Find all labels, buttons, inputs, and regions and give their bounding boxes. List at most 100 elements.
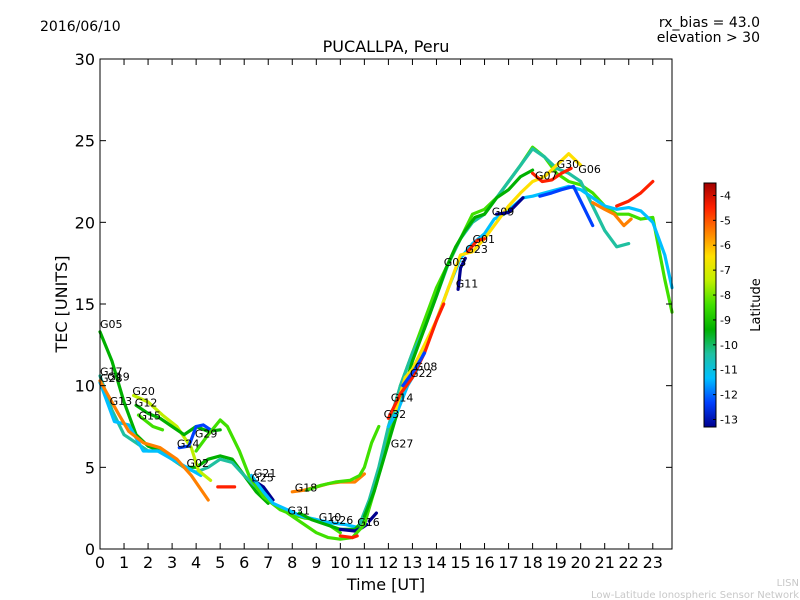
satellite-label: G30: [557, 158, 580, 171]
series-line-27: [538, 184, 595, 228]
series-line-24: [466, 237, 487, 254]
colorbar-tick-label: -9: [720, 314, 731, 327]
series-line-23: [401, 351, 427, 388]
footer-network: Low-Latitude Ionospheric Sensor Network: [591, 590, 799, 600]
colorbar-tick-label: -5: [720, 214, 731, 227]
x-tick-label: 11: [354, 553, 374, 572]
satellite-label: G28: [100, 372, 123, 385]
x-tick-label: 10: [330, 553, 350, 572]
series-layer: [98, 145, 674, 541]
satellite-label: G03: [444, 256, 467, 269]
satellite-label: G05: [100, 318, 123, 331]
series-line-4: [132, 393, 213, 482]
series-line-7: [177, 423, 213, 450]
x-tick-label: 21: [595, 553, 615, 572]
x-tick-label: 4: [191, 553, 201, 572]
x-tick-label: 7: [263, 553, 273, 572]
colorbar: [703, 182, 717, 428]
series-line-26: [530, 166, 573, 184]
satellite-label: G19: [107, 370, 130, 383]
series-line-5: [134, 403, 222, 437]
x-tick-label: 16: [474, 553, 494, 572]
series-line-28: [591, 201, 633, 228]
plot-frame: [99, 58, 673, 550]
colorbar-tick-label: -12: [720, 389, 738, 402]
satellite-label: G17: [100, 366, 123, 379]
axes: 0 1 2 3 4 5 6 7 8 9 10 11 12 13 14 15 16 17 18 19 20 21 22 2305…: [75, 50, 672, 572]
satellite-label: G26: [331, 514, 354, 527]
x-tick-label: 8: [287, 553, 297, 572]
series-line-6: [136, 413, 165, 432]
x-tick-label: 0: [95, 553, 105, 572]
series-line-29: [615, 179, 655, 208]
x-tick-label: 15: [450, 553, 470, 572]
satellite-label: G16: [357, 516, 380, 529]
x-tick-label: 13: [402, 553, 422, 572]
elevation-label: elevation > 30: [657, 30, 760, 46]
y-axis-label: TEC [UNITS]: [52, 256, 71, 354]
y-tick-label: 0: [85, 540, 95, 559]
colorbar-tick-label: -11: [720, 364, 738, 377]
x-tick-label: 20: [570, 553, 590, 572]
footer-lisn: LISN: [777, 578, 799, 589]
satellite-label: G11: [456, 277, 479, 290]
y-tick-label: 30: [75, 50, 95, 69]
satellite-label: G21: [254, 467, 277, 480]
satellite-label: G18: [295, 482, 318, 495]
date-label: 2016/06/10: [40, 19, 121, 35]
colorbar-ticks: -4 -5 -6 -7 -8 -9 -10 -11 -12 -13: [713, 189, 738, 427]
series-line-13: [305, 424, 381, 492]
x-tick-label: 23: [643, 553, 663, 572]
satellite-label: G22: [410, 367, 433, 380]
series-line-14: [297, 511, 366, 532]
chart-title: PUCALLPA, Peru: [323, 37, 450, 56]
x-tick-label: 9: [311, 553, 321, 572]
colorbar-tick-label: -10: [720, 339, 738, 352]
colorbar-tick-label: -4: [720, 189, 731, 202]
x-tick-label: 14: [426, 553, 446, 572]
y-tick-label: 15: [75, 295, 95, 314]
colorbar-tick-label: -6: [720, 239, 731, 252]
satellite-label: G09: [492, 205, 515, 218]
y-tick-label: 5: [85, 458, 95, 477]
series-line-3: [98, 379, 210, 502]
satellite-label: G20: [132, 385, 155, 398]
series-line-30: [456, 256, 467, 291]
series-line-17: [338, 534, 359, 540]
satellite-label: G06: [578, 163, 601, 176]
x-tick-label: 6: [239, 553, 249, 572]
y-tick-label: 25: [75, 132, 95, 151]
series-line-11: [249, 473, 362, 530]
satellite-label: G31: [288, 504, 311, 517]
colorbar-label: Latitude: [749, 278, 764, 332]
series-line-19: [362, 168, 535, 518]
satellite-label: G14: [391, 392, 414, 405]
x-tick-label: 3: [167, 553, 177, 572]
satellite-label: G27: [391, 437, 414, 450]
y-tick-label: 20: [75, 213, 95, 232]
rx-bias-label: rx_bias = 43.0: [659, 15, 760, 31]
satellite-label: G12: [135, 397, 158, 410]
x-tick-label: 22: [619, 553, 639, 572]
x-tick-label: 17: [498, 553, 518, 572]
x-tick-label: 19: [546, 553, 566, 572]
y-tick-label: 10: [75, 377, 95, 396]
satellite-label: G29: [195, 428, 218, 441]
x-tick-label: 1: [119, 553, 129, 572]
x-axis-label: Time [UT]: [346, 575, 425, 594]
x-tick-label: 2: [143, 553, 153, 572]
series-line-31: [367, 511, 378, 523]
colorbar-tick-label: -7: [720, 264, 731, 277]
satellite-label: G10: [319, 511, 342, 524]
series-line-0: [98, 330, 270, 505]
satellite-label: G24: [177, 437, 200, 450]
x-tick-label: 18: [522, 553, 542, 572]
satellite-label: G08: [415, 361, 438, 374]
satellite-label: G07: [535, 170, 558, 183]
x-tick-label: 5: [215, 553, 225, 572]
colorbar-tick-label: -8: [720, 289, 731, 302]
satellite-label: G15: [139, 410, 162, 423]
satellite-label: G13: [110, 395, 133, 408]
